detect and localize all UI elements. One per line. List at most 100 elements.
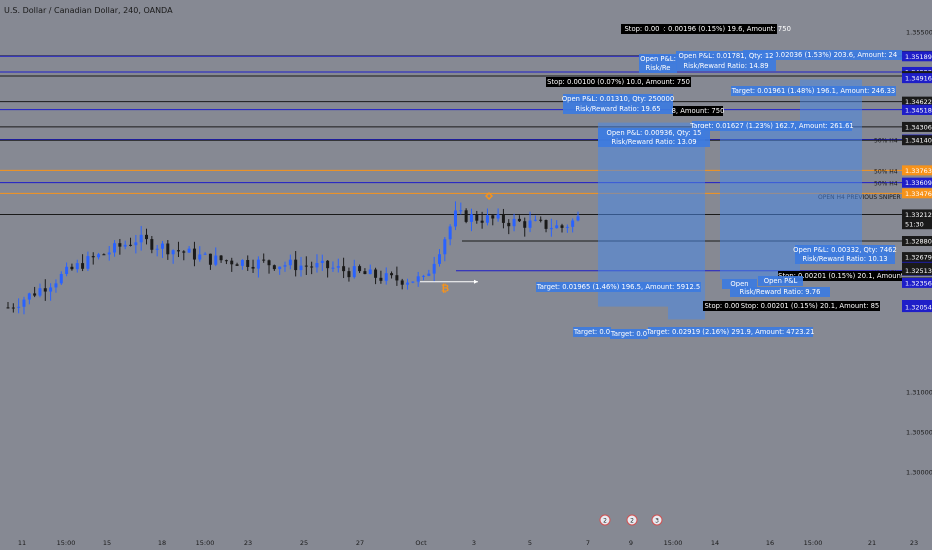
price-label-box xyxy=(902,51,932,62)
candle xyxy=(469,208,473,232)
stop-label: Stop: 0.00201 (0.15%) 20.1, Amount: xyxy=(778,271,906,281)
target-label: Open P&L xyxy=(758,276,803,286)
target-label: Risk/Reward Ratio: 13.09 xyxy=(598,137,710,147)
candle xyxy=(208,253,212,270)
candle xyxy=(17,298,21,314)
event-badge[interactable]: 2 xyxy=(599,514,611,526)
candle-body xyxy=(22,299,26,307)
candle-body xyxy=(102,254,106,256)
time-tick-label: 18 xyxy=(158,539,166,547)
candle xyxy=(235,262,239,266)
time-axis[interactable]: 11 15:00 15 18 15:00 23 25 27 Oct 3 5 7 9 15:00 14 16 15… xyxy=(18,539,918,547)
label-text: Risk/Reward Ratio: 9.76 xyxy=(740,288,821,296)
candle xyxy=(528,211,532,233)
candle xyxy=(107,245,111,261)
candle-body xyxy=(368,269,372,275)
label-text: 8, Amount: 750 xyxy=(672,107,725,115)
label-box xyxy=(546,77,691,87)
candle-body xyxy=(496,214,500,219)
price-label-box xyxy=(902,277,932,288)
candle xyxy=(459,202,463,215)
candle xyxy=(224,259,228,265)
price-label-box xyxy=(902,188,932,199)
price-label-box xyxy=(902,96,932,107)
label-text: Risk/Re xyxy=(646,64,671,72)
label-text: Risk/Reward Ratio: 10.13 xyxy=(802,255,887,263)
label-text: Stop: 0.00196 (0.15%) 19.6, Amount: 750 xyxy=(648,25,791,33)
target-label: Target: 0.01961 (1.48%) 196.1, Amount: 2… xyxy=(731,86,896,96)
price-axis[interactable]: 1.355001.310001.305001.300001.351941.351… xyxy=(902,0,932,550)
candle xyxy=(155,244,159,257)
price-label: 1.33212 xyxy=(902,209,932,220)
label-text: Target: 0.02919 (2.16%) 291.9, Amount: 4… xyxy=(646,328,815,336)
candle-body xyxy=(352,266,356,278)
candle xyxy=(512,213,516,232)
label-text: Target: 0.01961 (1.48%) 196.1, Amount: 2… xyxy=(731,87,896,95)
candle-body xyxy=(416,276,420,282)
trade-zone xyxy=(760,122,800,280)
candle-body xyxy=(54,283,58,288)
candle xyxy=(315,254,319,273)
event-badges[interactable]: 2 2 3 xyxy=(599,514,663,526)
label-text: Target: 0.0 xyxy=(610,330,647,338)
target-label: Open P&L: xyxy=(639,54,677,64)
candle-body xyxy=(166,243,170,255)
candle xyxy=(145,228,149,245)
price-label-box xyxy=(902,135,932,146)
candle-body xyxy=(134,242,138,246)
candle xyxy=(352,259,356,279)
candle xyxy=(336,258,340,273)
candle xyxy=(475,210,479,224)
label-text: Open P&L: xyxy=(640,55,676,63)
label-box xyxy=(673,106,723,116)
candle xyxy=(363,268,367,275)
label-box xyxy=(639,54,677,64)
candle xyxy=(267,259,271,274)
target-label: Target: 0.02919 (2.16%) 291.9, Amount: 4… xyxy=(646,327,815,337)
candle-body xyxy=(288,259,292,266)
price-label: 1.32679 xyxy=(902,252,932,263)
label-text: Open P&L: 0.01781, Qty: 12 xyxy=(678,52,773,60)
price-label-box xyxy=(902,209,932,220)
candle xyxy=(491,214,495,226)
candle xyxy=(27,292,31,305)
target-label: Risk/Reward Ratio: 19.65 xyxy=(563,104,673,114)
time-tick-label: 23 xyxy=(910,539,918,547)
candle-body xyxy=(459,210,463,212)
candle-body xyxy=(294,259,298,271)
label-box xyxy=(758,276,803,286)
label-box xyxy=(621,24,663,34)
candle-body xyxy=(475,214,479,221)
target-label: Target: 0.01965 (1.46%) 196.5, Amount: 5… xyxy=(536,282,701,292)
label-box xyxy=(743,50,903,60)
trade-zone xyxy=(800,79,835,256)
candle xyxy=(406,278,410,290)
candle-body xyxy=(347,271,351,278)
candle xyxy=(384,267,388,285)
candle xyxy=(214,247,218,267)
label-box xyxy=(778,271,906,281)
label-box xyxy=(795,254,895,264)
price-label-box xyxy=(902,252,932,263)
price-label-text: 1.34622 xyxy=(905,98,932,106)
trade-zone xyxy=(640,122,668,307)
diamond-marker-icon xyxy=(484,191,494,201)
event-badge[interactable]: 3 xyxy=(651,514,663,526)
candle xyxy=(256,256,260,278)
candle xyxy=(11,303,15,313)
trade-zones xyxy=(598,79,862,320)
event-badge[interactable]: 2 xyxy=(626,514,638,526)
event-badge-count: 2 xyxy=(603,518,607,525)
price-label-text: 51:30 xyxy=(905,221,924,229)
label-box xyxy=(573,327,611,337)
label-box xyxy=(598,128,710,138)
candle xyxy=(358,264,362,274)
label-box xyxy=(795,245,895,255)
price-label-text: 1.33763 xyxy=(905,167,932,175)
label-text: Risk/Reward Ratio: 14.89 xyxy=(683,62,768,70)
label-box xyxy=(703,301,741,311)
label-box xyxy=(639,63,677,73)
level-tag: 50% H4 xyxy=(874,181,898,188)
candle-body xyxy=(208,253,212,265)
